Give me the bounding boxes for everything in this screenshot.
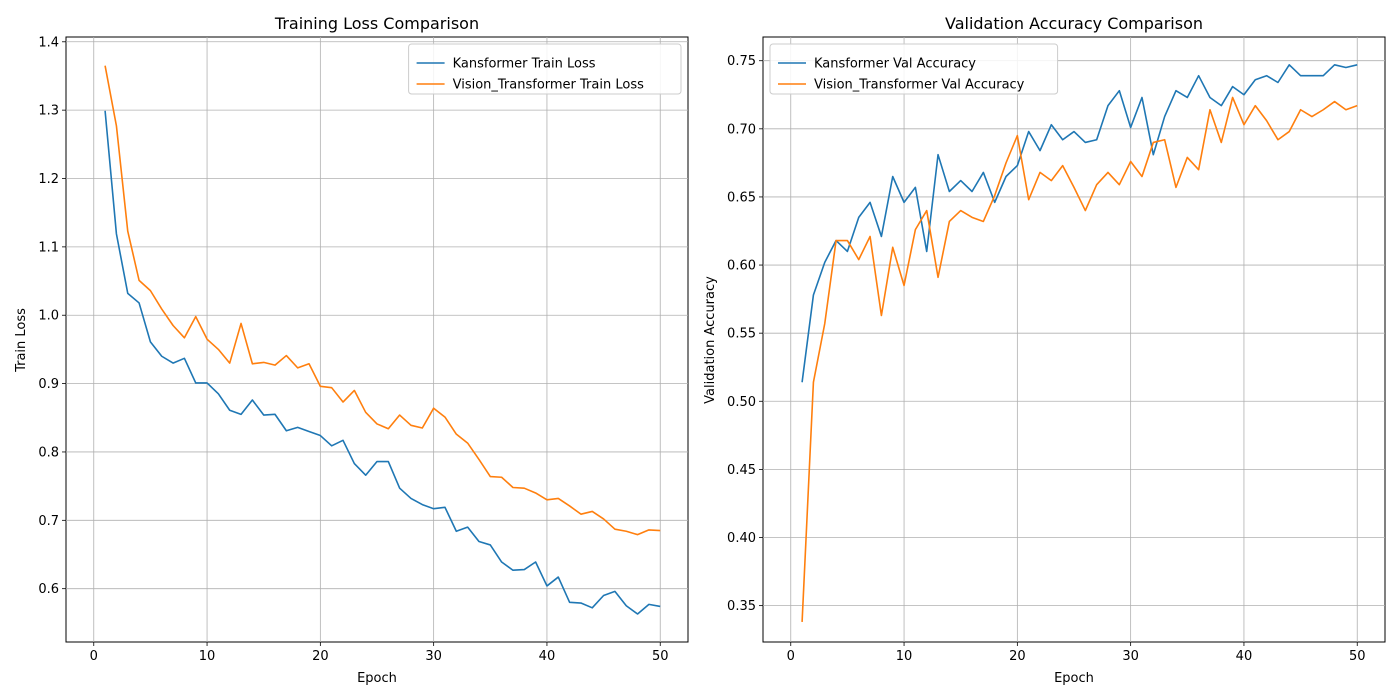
x-tick-label: 10 — [896, 649, 913, 664]
y-tick-label: 0.70 — [727, 122, 756, 137]
legend-box — [408, 43, 682, 95]
legend: Kansformer Train Loss Vision_Transformer … — [408, 43, 682, 95]
y-tick-label: 0.35 — [727, 599, 756, 614]
x-tick-label: 40 — [539, 649, 556, 664]
series-line — [801, 96, 1358, 623]
y-tick-label: 0.7 — [38, 514, 59, 529]
validation-accuracy-chart: Validation Accuracy Comparison 0 10 20 30 40… — [703, 14, 1386, 686]
y-tick-label: 0.6 — [38, 582, 59, 597]
grid — [66, 37, 688, 642]
legend-label: Vision_Transformer Val Accuracy — [814, 78, 1025, 93]
series-lines — [801, 63, 1358, 623]
y-axis-label: Validation Accuracy — [703, 276, 718, 404]
legend-label: Kansformer Train Loss — [453, 57, 596, 72]
x-axis-label: Epoch — [1054, 671, 1094, 686]
tick-labels: 0 10 20 30 40 50 0.35 0.40 0.45 0.50 0.55 0.60 0.65 0… — [727, 54, 1365, 664]
series-lines — [104, 65, 661, 615]
x-tick-label: 50 — [1349, 649, 1366, 664]
y-tick-label: 0.40 — [727, 531, 756, 546]
chart-title: Training Loss Comparison — [274, 14, 479, 33]
y-tick-label: 0.8 — [38, 445, 59, 460]
chart-title: Validation Accuracy Comparison — [945, 14, 1203, 33]
legend-box — [769, 43, 1059, 95]
series-line — [104, 110, 661, 615]
y-tick-label: 1.2 — [38, 172, 59, 187]
y-tick-label: 0.55 — [727, 327, 756, 342]
tick-labels: 0 10 20 30 40 50 0.6 0.7 0.8 0.9 1.0 1.1 1.2 1.3 1.4 — [38, 35, 668, 664]
y-tick-label: 0.45 — [727, 463, 756, 478]
y-tick-label: 1.1 — [38, 240, 59, 255]
plot-frame — [65, 36, 689, 643]
plot-frame — [762, 36, 1386, 643]
y-tick-label: 0.75 — [727, 54, 756, 69]
x-tick-label: 50 — [652, 649, 669, 664]
x-tick-label: 20 — [1009, 649, 1026, 664]
x-tick-label: 40 — [1236, 649, 1253, 664]
x-tick-label: 20 — [312, 649, 329, 664]
x-tick-label: 0 — [787, 649, 795, 664]
training-loss-chart: Training Loss Comparison 0 10 20 30 40 500.60… — [14, 14, 689, 686]
x-axis-label: Epoch — [357, 671, 397, 686]
x-tick-label: 10 — [199, 649, 216, 664]
y-tick-label: 0.60 — [727, 259, 756, 274]
legend-label: Vision_Transformer Train Loss — [453, 78, 645, 93]
y-tick-label: 1.0 — [38, 309, 59, 324]
y-tick-label: 1.3 — [38, 104, 59, 119]
legend: Kansformer Val Accuracy Vision_Transforme… — [769, 43, 1059, 95]
series-line — [801, 63, 1358, 383]
x-tick-label: 0 — [90, 649, 98, 664]
series-line — [104, 65, 661, 536]
legend-label: Kansformer Val Accuracy — [814, 57, 976, 72]
x-tick-label: 30 — [425, 649, 442, 664]
y-tick-label: 1.4 — [38, 35, 59, 50]
y-tick-label: 0.9 — [38, 377, 59, 392]
y-tick-label: 0.50 — [727, 395, 756, 410]
x-tick-label: 30 — [1122, 649, 1139, 664]
y-axis-label: Train Loss — [14, 308, 29, 373]
y-tick-label: 0.65 — [727, 190, 756, 205]
